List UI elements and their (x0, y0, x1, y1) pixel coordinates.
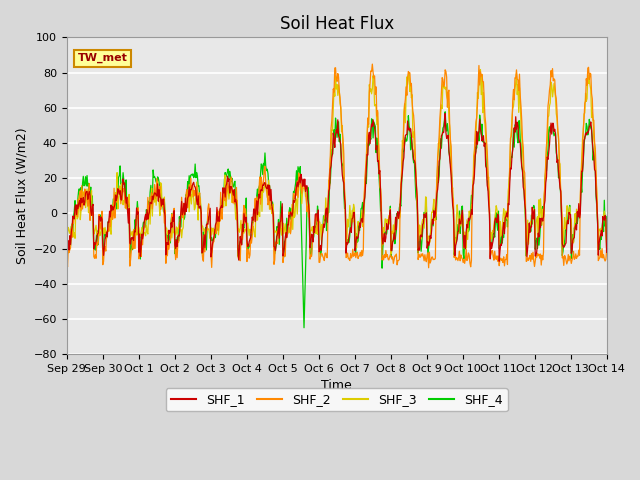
SHF_3 (419, 217, 426, 223)
SHF_2 (369, 61, 376, 67)
SHF_2 (403, 93, 411, 98)
X-axis label: Time: Time (321, 379, 352, 393)
SHF_3 (73, 208, 81, 214)
Y-axis label: Soil Heat Flux (W/m2): Soil Heat Flux (W/m2) (15, 127, 28, 264)
SHF_4 (419, 228, 426, 234)
SHF_2 (63, 255, 70, 261)
SHF_4 (603, 239, 611, 245)
SHF_1 (495, 258, 503, 264)
SHF_2 (212, 228, 220, 234)
Legend: SHF_1, SHF_2, SHF_3, SHF_4: SHF_1, SHF_2, SHF_3, SHF_4 (166, 388, 508, 411)
SHF_1 (603, 250, 611, 255)
SHF_3 (603, 244, 611, 250)
SHF_1 (128, 236, 136, 242)
SHF_3 (477, 67, 484, 72)
SHF_4 (403, 138, 411, 144)
SHF_4 (73, 206, 81, 212)
SHF_1 (183, 203, 191, 209)
SHF_2 (183, 187, 191, 192)
Text: TW_met: TW_met (77, 53, 127, 63)
SHF_4 (183, 196, 191, 202)
SHF_4 (128, 247, 136, 252)
SHF_1 (73, 212, 81, 217)
SHF_3 (183, 202, 191, 208)
SHF_1 (418, 234, 426, 240)
SHF_3 (387, 251, 395, 257)
SHF_2 (73, 203, 81, 209)
Title: Soil Heat Flux: Soil Heat Flux (280, 15, 394, 33)
SHF_4 (300, 325, 308, 331)
SHF_1 (442, 110, 449, 116)
Line: SHF_2: SHF_2 (67, 64, 607, 268)
SHF_1 (212, 222, 220, 228)
Line: SHF_3: SHF_3 (67, 70, 607, 254)
SHF_4 (212, 235, 220, 240)
Line: SHF_4: SHF_4 (67, 112, 607, 328)
SHF_4 (442, 109, 449, 115)
SHF_4 (63, 236, 70, 242)
SHF_2 (425, 265, 433, 271)
SHF_1 (403, 132, 410, 138)
SHF_3 (128, 228, 136, 234)
SHF_1 (63, 246, 70, 252)
SHF_3 (403, 74, 411, 80)
SHF_3 (212, 228, 220, 234)
SHF_2 (419, 251, 426, 257)
SHF_2 (128, 245, 136, 251)
SHF_3 (63, 231, 70, 237)
SHF_2 (603, 249, 611, 255)
Line: SHF_1: SHF_1 (67, 113, 607, 261)
